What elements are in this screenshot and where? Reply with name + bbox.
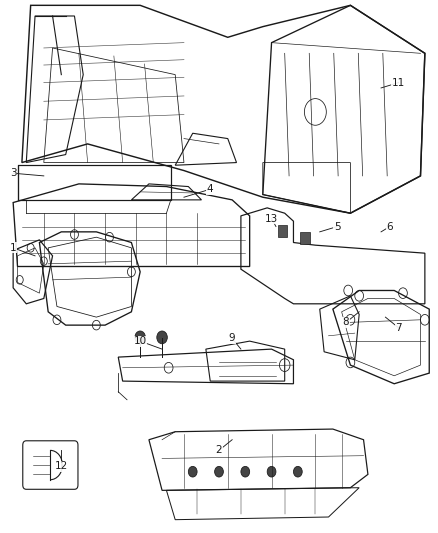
Text: 7: 7 [395,323,402,333]
Circle shape [293,466,302,477]
Circle shape [267,466,276,477]
Text: 4: 4 [207,184,214,194]
Text: 3: 3 [10,168,17,178]
Bar [300,232,310,244]
Circle shape [188,466,197,477]
Text: 2: 2 [215,446,223,455]
Text: 10: 10 [134,336,147,346]
Text: 12: 12 [55,462,68,471]
Circle shape [215,466,223,477]
Text: 8: 8 [343,318,350,327]
Text: 6: 6 [386,222,393,231]
Text: 9: 9 [229,334,236,343]
Text: 11: 11 [392,78,405,87]
Bar [278,225,287,237]
Text: 1: 1 [10,243,17,253]
Text: 13: 13 [265,214,278,223]
Circle shape [241,466,250,477]
Text: 5: 5 [334,222,341,231]
Circle shape [157,331,167,344]
Circle shape [135,331,145,344]
